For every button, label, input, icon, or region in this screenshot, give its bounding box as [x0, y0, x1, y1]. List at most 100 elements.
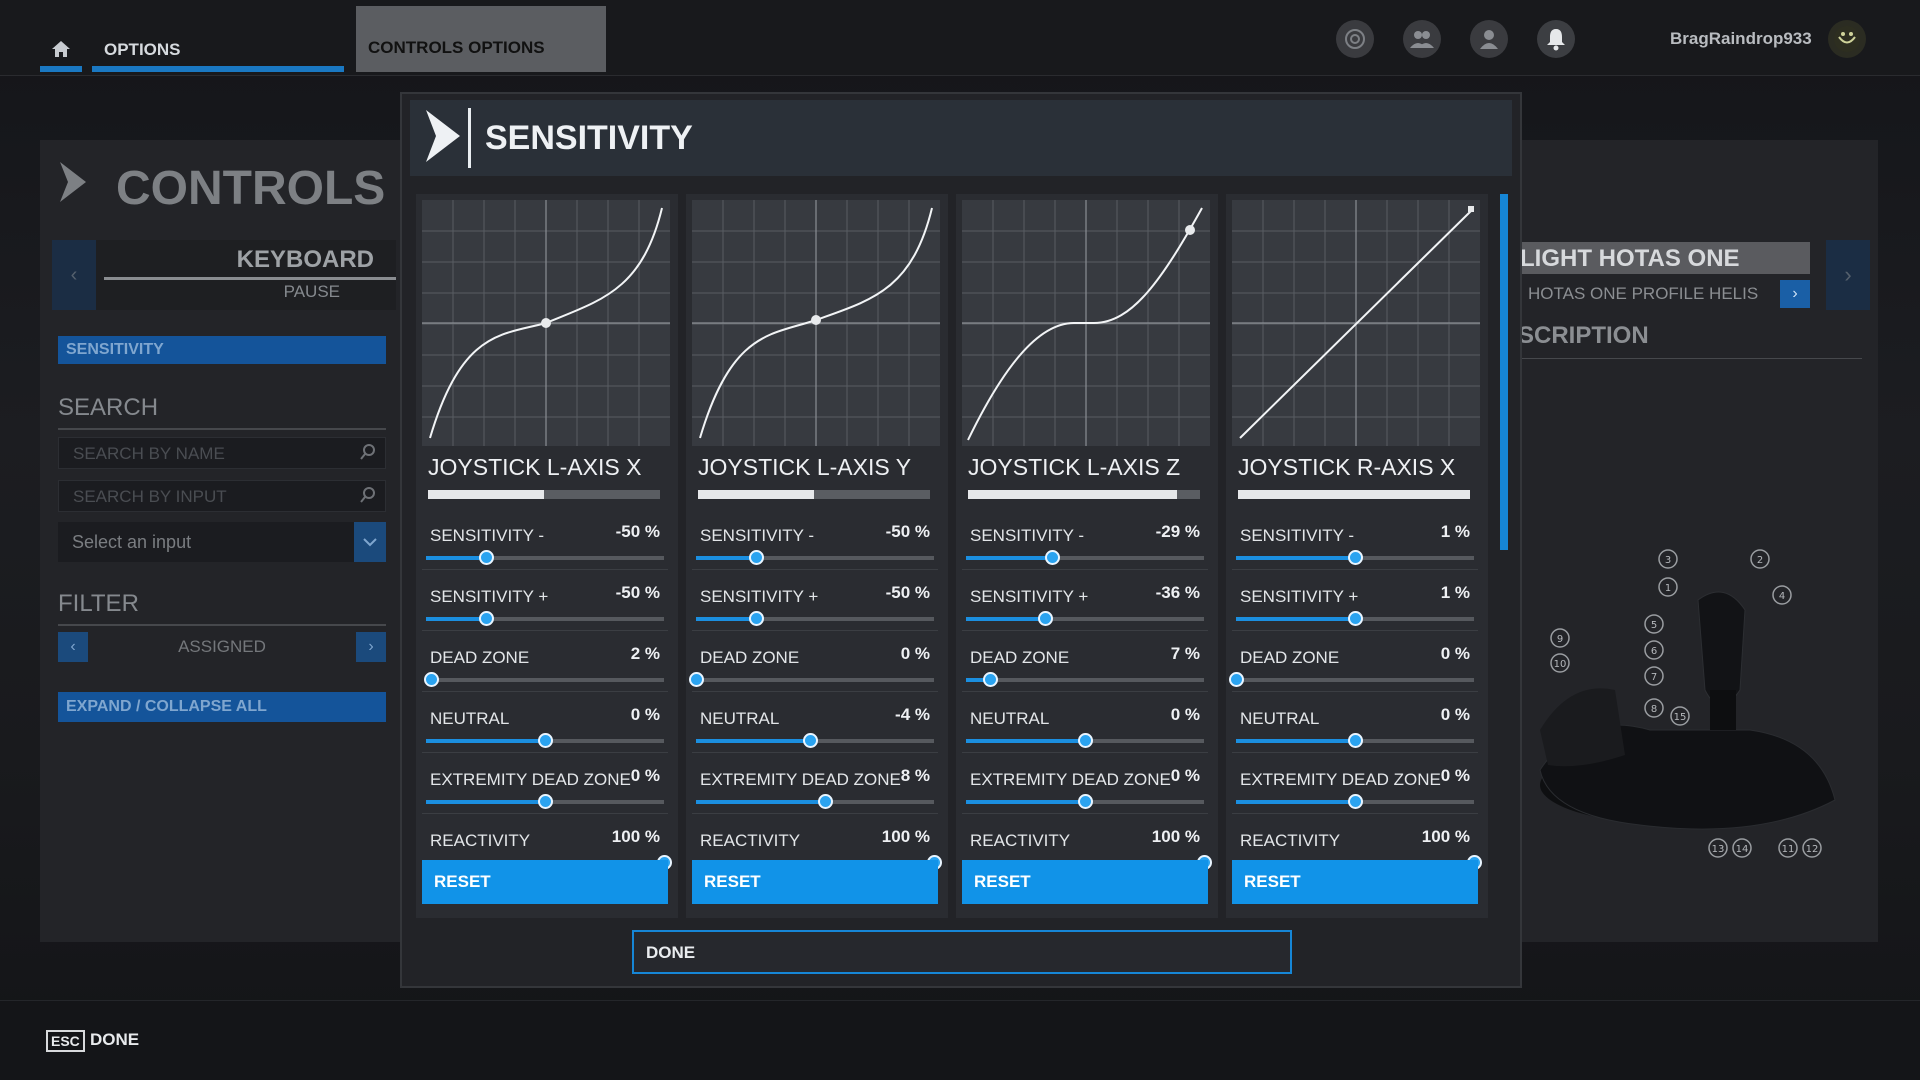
setting-slider[interactable] — [423, 672, 664, 687]
slider-handle[interactable] — [689, 672, 704, 687]
dialog-header: SENSITIVITY — [410, 100, 1512, 176]
slider-handle[interactable] — [478, 550, 494, 565]
svg-text:12: 12 — [1806, 844, 1819, 855]
svg-text:15: 15 — [1674, 712, 1687, 723]
svg-text:13: 13 — [1712, 844, 1725, 855]
setting-label: SENSITIVITY + — [430, 587, 549, 606]
setting-value: 0 % — [1170, 705, 1200, 724]
home-tab[interactable] — [40, 36, 82, 72]
axis-card: JOYSTICK R-AXIS X SENSITIVITY -1 % SENSITI… — [1226, 194, 1488, 918]
setting-slider[interactable] — [696, 550, 934, 565]
username[interactable]: BragRaindrop933 — [1670, 29, 1812, 48]
setting-slider[interactable] — [426, 611, 664, 626]
setting-row: DEAD ZONE 7 % — [962, 634, 1208, 692]
setting-slider[interactable] — [426, 794, 664, 809]
search-by-name-input[interactable]: SEARCH BY NAME — [58, 437, 386, 469]
setting-label: NEUTRAL — [700, 709, 780, 728]
setting-row: EXTREMITY DEAD ZONE 0 % — [962, 756, 1208, 814]
friends-icon[interactable] — [1403, 20, 1441, 58]
profile-next-button[interactable]: › — [1780, 280, 1810, 308]
setting-slider[interactable] — [426, 550, 664, 565]
controls-options-title: CONTROLS O — [58, 160, 398, 216]
avatar[interactable] — [1828, 20, 1866, 58]
reset-button[interactable]: RESET — [692, 860, 938, 904]
setting-slider[interactable] — [1236, 550, 1474, 565]
slider-handle[interactable] — [538, 794, 553, 809]
tab-controls-options[interactable]: CONTROLS OPTIONS — [356, 6, 606, 72]
setting-row: SENSITIVITY + -50 % — [692, 573, 938, 631]
slider-handle[interactable] — [1229, 672, 1244, 687]
setting-label: REACTIVITY — [1240, 831, 1341, 850]
activity-icon[interactable] — [1336, 20, 1374, 58]
svg-text:5: 5 — [1651, 620, 1657, 631]
setting-value: 0 % — [1440, 705, 1470, 724]
setting-slider[interactable] — [696, 794, 934, 809]
search-by-input-input[interactable]: SEARCH BY INPUT — [58, 480, 386, 512]
device-prev-button[interactable]: ‹ — [52, 240, 96, 310]
reset-button[interactable]: RESET — [422, 860, 668, 904]
setting-value: 1 % — [1440, 522, 1470, 541]
device-next-button[interactable]: › — [1826, 240, 1870, 310]
setting-slider[interactable] — [689, 672, 934, 687]
select-input-dropdown[interactable]: Select an input — [58, 522, 386, 562]
setting-label: SENSITIVITY - — [970, 526, 1084, 545]
slider-handle[interactable] — [748, 611, 764, 626]
slider-handle[interactable] — [423, 672, 439, 687]
setting-slider[interactable] — [1236, 733, 1474, 748]
setting-slider[interactable] — [696, 611, 934, 626]
setting-label: DEAD ZONE — [970, 648, 1070, 667]
setting-row: DEAD ZONE 0 % — [689, 634, 938, 692]
done-button[interactable]: DONE — [632, 930, 1292, 974]
setting-slider[interactable] — [426, 733, 664, 748]
setting-slider[interactable] — [696, 733, 934, 748]
reset-button[interactable]: RESET — [1232, 860, 1478, 904]
device-name: LIGHT HOTAS ONE — [1518, 242, 1810, 274]
setting-slider[interactable] — [966, 794, 1204, 809]
slider-handle[interactable] — [1044, 550, 1060, 565]
chevron-right-icon: › — [1792, 285, 1798, 302]
profile-icon[interactable] — [1470, 20, 1508, 58]
filter-next-button[interactable]: › — [356, 632, 386, 662]
slider-handle[interactable] — [817, 794, 833, 809]
setting-label: DEAD ZONE — [430, 648, 530, 667]
slider-handle[interactable] — [1078, 733, 1093, 748]
setting-value: 100 % — [611, 827, 660, 846]
setting-slider[interactable] — [966, 550, 1204, 565]
axis-title: JOYSTICK L-AXIS Z — [968, 454, 1181, 480]
setting-slider[interactable] — [966, 672, 1204, 687]
setting-value: 100 % — [881, 827, 930, 846]
setting-label: EXTREMITY DEAD ZONE — [970, 770, 1171, 789]
slider-handle[interactable] — [748, 550, 764, 565]
slider-handle[interactable] — [1348, 611, 1363, 626]
slider-handle[interactable] — [1348, 550, 1363, 565]
slider-handle[interactable] — [1078, 794, 1093, 809]
setting-label: SENSITIVITY - — [1240, 526, 1354, 545]
slider-handle[interactable] — [803, 733, 819, 748]
setting-slider[interactable] — [966, 611, 1204, 626]
device-selector: ‹ KEYBOARD PAUSE — [52, 240, 396, 310]
expand-collapse-all-button[interactable]: EXPAND / COLLAPSE ALL — [58, 692, 386, 722]
setting-value: 100 % — [1151, 827, 1200, 846]
slider-handle[interactable] — [1037, 611, 1053, 626]
slider-handle[interactable] — [1348, 794, 1363, 809]
setting-slider[interactable] — [1229, 672, 1474, 687]
esc-key-hint: ESC — [46, 1030, 85, 1052]
reset-button[interactable]: RESET — [962, 860, 1208, 904]
tab-options[interactable]: OPTIONS — [92, 36, 344, 72]
slider-handle[interactable] — [478, 611, 494, 626]
setting-slider[interactable] — [966, 733, 1204, 748]
setting-slider[interactable] — [1236, 794, 1474, 809]
chevron-down-icon — [354, 522, 386, 562]
scrollbar[interactable] — [1500, 194, 1508, 550]
filter-prev-button[interactable]: ‹ — [58, 632, 88, 662]
setting-value: 8 % — [900, 766, 930, 785]
setting-row: SENSITIVITY - 1 % — [1232, 512, 1478, 570]
bottom-done-button[interactable]: DONE — [90, 1030, 140, 1049]
slider-handle[interactable] — [982, 672, 998, 687]
sensitivity-button[interactable]: SENSITIVITY — [58, 336, 386, 364]
notifications-icon[interactable] — [1537, 20, 1575, 58]
axis-input-indicator — [698, 490, 930, 499]
slider-handle[interactable] — [538, 733, 553, 748]
setting-slider[interactable] — [1236, 611, 1474, 626]
slider-handle[interactable] — [1348, 733, 1363, 748]
